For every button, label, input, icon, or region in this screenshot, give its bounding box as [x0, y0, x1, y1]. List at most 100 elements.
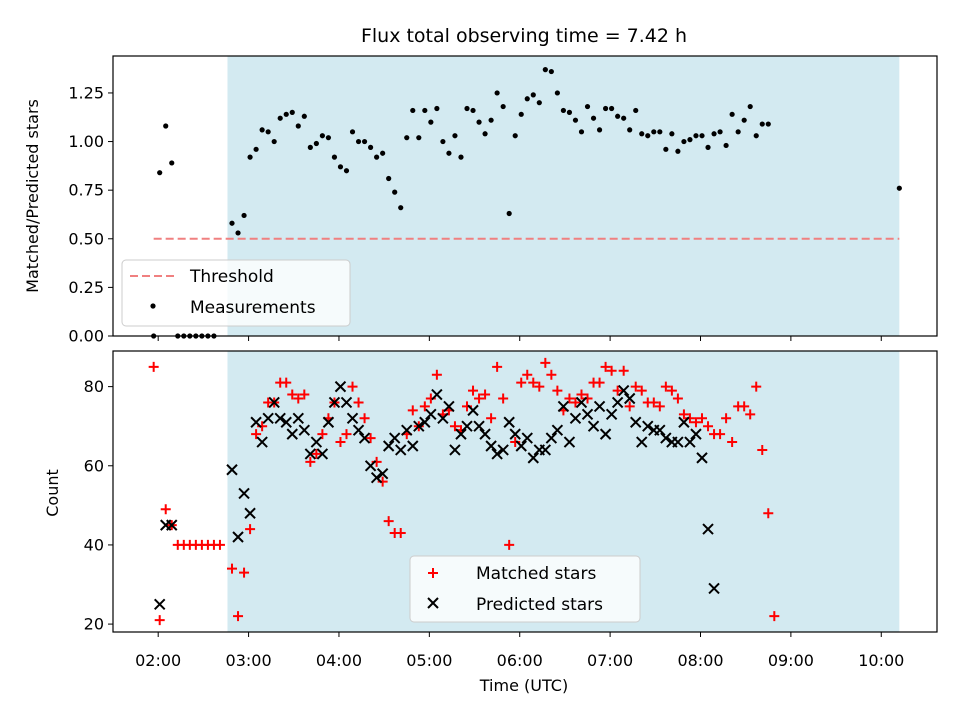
- predicted-point: [280, 416, 292, 428]
- measurement-point: [717, 129, 723, 135]
- predicted-point: [527, 452, 539, 464]
- bottom-ytick-label: 20: [84, 615, 104, 634]
- predicted-point: [491, 448, 503, 460]
- predicted-point: [413, 420, 425, 432]
- measurement-point: [374, 154, 380, 160]
- matched-point: [347, 381, 358, 392]
- matched-point: [606, 365, 617, 376]
- matched-point: [751, 381, 762, 392]
- predicted-point: [605, 408, 618, 421]
- measurement-point: [735, 129, 741, 135]
- matched-point: [672, 393, 683, 404]
- measurement-point: [633, 107, 639, 114]
- measurement-point: [482, 131, 488, 137]
- matched-point: [383, 516, 394, 527]
- matched-point: [419, 401, 430, 412]
- measurement-point: [325, 135, 332, 141]
- measurement-point: [578, 129, 585, 135]
- measurement-point: [386, 175, 392, 182]
- measurement-point: [639, 131, 645, 137]
- predicted-point: [611, 396, 624, 409]
- measurements-legend-swatch: [150, 303, 156, 309]
- matched-point: [757, 444, 768, 455]
- predicted-point: [473, 420, 485, 432]
- predicted-point: [244, 507, 256, 519]
- matched-point: [281, 377, 292, 388]
- measurement-point: [157, 170, 163, 176]
- measurement-point: [657, 129, 663, 135]
- predicted-point: [708, 582, 720, 595]
- matched-point: [630, 381, 641, 392]
- measurement-point: [331, 154, 338, 160]
- matched-point: [534, 381, 545, 392]
- measurement-point: [765, 121, 771, 127]
- predicted-point: [690, 428, 702, 440]
- matched-point: [703, 421, 714, 432]
- measurement-point: [602, 105, 609, 112]
- measurement-point: [398, 205, 404, 211]
- bottom-panel: 20 40 60 80 02:00 03:00 04:00 05:00 06:00 07:00 08…: [43, 350, 938, 695]
- top-ytick-label: 1.25: [68, 83, 104, 102]
- matched-point: [395, 528, 406, 539]
- measurement-point: [404, 135, 410, 141]
- measurement-point: [440, 138, 446, 145]
- measurement-point: [554, 90, 560, 96]
- matched-point: [636, 385, 647, 396]
- matched-point: [648, 397, 659, 408]
- matched-point: [154, 615, 165, 626]
- measurement-point: [476, 119, 482, 125]
- matched-point: [666, 385, 677, 396]
- predicted-point: [407, 440, 419, 452]
- predicted-point: [515, 440, 527, 452]
- matched-point: [528, 377, 539, 388]
- matched-point: [492, 361, 503, 372]
- matched-point: [251, 429, 262, 440]
- matched-point: [570, 397, 581, 408]
- predicted-point: [256, 436, 268, 448]
- chart-title: Flux total observing time = 7.42 h: [361, 25, 687, 47]
- x-tick-label: 08:00: [677, 651, 723, 670]
- predicted-point: [636, 436, 648, 448]
- predicted-point: [485, 440, 497, 452]
- measurement-point: [512, 133, 518, 139]
- measurement-point: [723, 142, 729, 149]
- predicted-point: [678, 416, 690, 428]
- matched-legend-label: Matched stars: [476, 564, 596, 584]
- measurement-point: [458, 154, 464, 160]
- predicted-point: [166, 519, 178, 531]
- predicted-point: [672, 436, 684, 448]
- matched-point: [504, 539, 515, 550]
- measurement-point: [596, 127, 603, 133]
- matched-point: [486, 413, 497, 424]
- matched-point: [293, 393, 304, 404]
- measurement-point: [313, 140, 319, 147]
- matched-point: [690, 417, 701, 428]
- predicted-point: [654, 424, 666, 436]
- matched-point: [546, 369, 557, 380]
- predicted-point: [563, 436, 576, 448]
- x-tick-label: 03:00: [226, 651, 272, 670]
- predicted-legend-label: Predicted stars: [476, 595, 603, 615]
- matched-point: [678, 409, 689, 420]
- measurement-point: [548, 68, 554, 75]
- x-tick-label: 07:00: [587, 651, 633, 670]
- x-tick-label: 02:00: [135, 651, 181, 670]
- matched-point: [365, 433, 376, 444]
- top-legend-box: [121, 259, 351, 327]
- matched-point: [214, 539, 225, 550]
- matched-point: [245, 524, 256, 535]
- matched-point: [769, 611, 780, 622]
- predicted-point: [479, 428, 491, 440]
- measurement-point: [307, 144, 313, 150]
- measurement-point: [169, 160, 175, 166]
- matched-point: [552, 385, 563, 396]
- predicted-point: [684, 436, 696, 448]
- plus-marker: [428, 568, 438, 578]
- matched-point: [468, 385, 479, 396]
- matched-point: [239, 567, 250, 578]
- measurement-point: [741, 117, 747, 123]
- matched-point: [341, 429, 352, 440]
- matched-point: [594, 377, 605, 388]
- predicted-point: [346, 412, 359, 424]
